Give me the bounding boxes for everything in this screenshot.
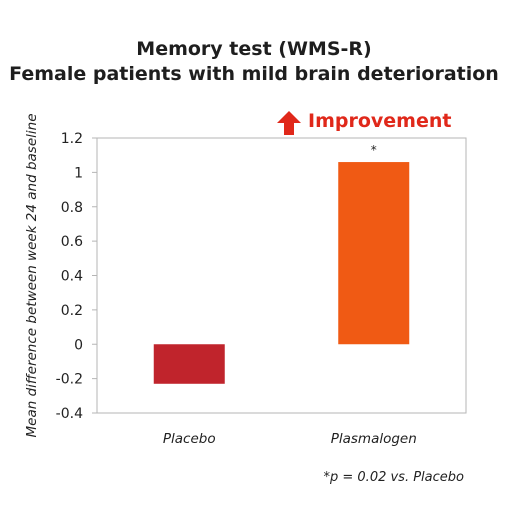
improvement-label: Improvement — [308, 110, 452, 132]
y-tick-label: 0.6 — [61, 234, 83, 250]
y-tick-label: 0.4 — [61, 269, 83, 285]
y-tick-label: -0.4 — [56, 406, 83, 422]
chart-title-line-1: Memory test (WMS-R) — [136, 38, 372, 60]
y-tick-label: -0.2 — [56, 372, 83, 388]
up-arrow-icon — [277, 111, 301, 135]
chart-title-line-2: Female patients with mild brain deterior… — [9, 63, 499, 85]
plot-frame — [96, 137, 467, 414]
y-axis-label: Mean difference between week 24 and base… — [24, 113, 40, 437]
bar-plasmalogen — [338, 162, 410, 345]
x-tick-label: Plasmalogen — [331, 431, 417, 447]
y-tick-label: 0.2 — [61, 303, 83, 319]
y-tick-label: 0.8 — [61, 200, 83, 216]
y-tick-label: 1.2 — [61, 131, 83, 147]
x-tick-label: Placebo — [163, 431, 216, 447]
y-tick-label: 1 — [74, 165, 83, 181]
significance-asterisk: * — [371, 143, 377, 157]
y-tick-label: 0 — [74, 337, 83, 353]
bar-placebo — [153, 344, 225, 384]
significance-footnote: *p = 0.02 vs. Placebo — [323, 470, 465, 485]
